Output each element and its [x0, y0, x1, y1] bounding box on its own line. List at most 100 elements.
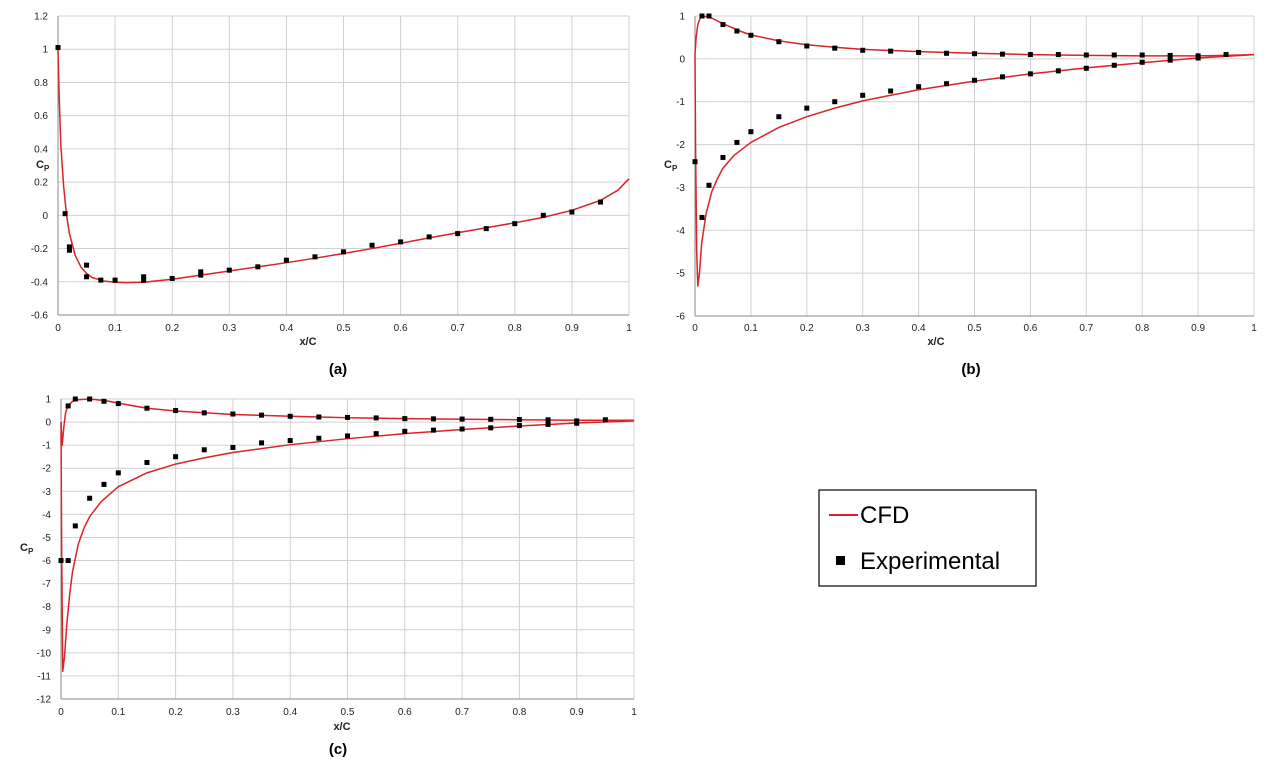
experimental-point: [1083, 52, 1089, 58]
experimental-point: [312, 254, 318, 260]
legend-box: [818, 489, 1037, 587]
experimental-point: [66, 247, 72, 253]
experimental-point: [65, 558, 71, 564]
x-tick-label: 0.6: [398, 707, 412, 718]
experimental-point: [1223, 52, 1229, 58]
experimental-point: [459, 416, 465, 422]
x-tick-label: 1: [1251, 323, 1257, 334]
x-tick-label: 0.6: [1023, 323, 1037, 334]
experimental-point: [141, 277, 147, 283]
x-tick-label: 0.1: [108, 323, 122, 334]
experimental-point: [66, 244, 72, 250]
x-tick-label: 0.9: [565, 323, 579, 334]
x-tick-label: 0: [55, 323, 61, 334]
legend-exp-label: Experimental: [860, 548, 1000, 575]
y-tick-label: 1: [45, 395, 51, 406]
experimental-point: [198, 272, 204, 278]
experimental-point: [373, 431, 379, 437]
y-tick-label: 0.4: [34, 144, 48, 155]
experimental-point: [1027, 52, 1033, 58]
experimental-point: [540, 212, 546, 218]
experimental-point: [72, 396, 78, 402]
experimental-point: [1139, 59, 1145, 65]
experimental-point: [259, 412, 265, 418]
x-tick-label: 0: [692, 323, 698, 334]
experimental-point: [283, 257, 289, 263]
experimental-point: [516, 417, 522, 423]
experimental-point: [972, 51, 977, 57]
experimental-point: [98, 277, 104, 283]
experimental-point: [430, 427, 436, 433]
x-tick-label: 1: [626, 323, 632, 334]
experimental-point: [1111, 62, 1117, 68]
x-tick-label: 0.3: [222, 323, 236, 334]
experimental-point: [255, 264, 261, 270]
y-tick-label: 1: [679, 12, 685, 23]
experimental-point: [1167, 52, 1173, 58]
chart-panel-c: 0 0.1 0.2 0.3 0.4 0.5 0.6 0.7 0.8 0.9 1-12-11-10-9…: [20, 395, 637, 759]
y-tick-label: -10: [37, 648, 52, 659]
y-tick-label: 0: [45, 418, 51, 429]
experimental-point: [402, 428, 408, 434]
x-tick-label: 0.5: [337, 323, 351, 334]
experimental-point: [455, 231, 461, 237]
y-tick-label: -6: [676, 312, 685, 323]
x-tick-label: 0.5: [968, 323, 982, 334]
experimental-point: [944, 50, 950, 56]
experimental-point: [1195, 55, 1201, 61]
cfd-series-line: [60, 420, 635, 673]
y-tick-label: 0: [42, 211, 48, 222]
experimental-point: [112, 277, 118, 283]
experimental-point: [287, 413, 293, 419]
experimental-point: [369, 242, 375, 248]
experimental-point: [169, 275, 175, 281]
experimental-point: [888, 48, 894, 54]
gridlines: [60, 398, 635, 700]
cfd-series-line: [57, 49, 630, 284]
experimental-point: [720, 22, 726, 28]
experimental-point: [692, 159, 698, 165]
experimental-point: [1111, 52, 1117, 58]
experimental-point: [398, 239, 404, 245]
x-tick-label: 0.3: [856, 323, 870, 334]
experimental-point: [201, 447, 207, 453]
x-tick-label: 0.8: [512, 707, 526, 718]
y-axis-label-subscript: P: [44, 164, 50, 173]
experimental-point: [706, 182, 712, 188]
experimental-point: [345, 414, 350, 420]
experimental-point: [1139, 52, 1145, 58]
chart-panel-b: 0 0.1 0.2 0.3 0.4 0.5 0.6 0.7 0.8 0.9 1 -6 -5 -4 -3 -2 -…: [664, 12, 1257, 379]
experimental-point: [597, 199, 603, 205]
experimental-point: [734, 28, 740, 34]
experimental-point: [999, 51, 1005, 57]
experimental-point: [860, 92, 866, 98]
experimental-point: [341, 249, 346, 255]
x-tick-label: 0.7: [1079, 323, 1093, 334]
y-tick-label: -5: [676, 269, 685, 280]
legend-cfd-label: CFD: [860, 502, 909, 529]
experimental-point: [144, 405, 150, 411]
chart-panel-a: 0 0.1 0.2 0.3 0.4 0.5 0.6 0.7 0.8 0.9 1 -0.6 -0.4 -0.…: [31, 12, 632, 379]
y-axis-label-subscript: P: [672, 164, 678, 173]
x-tick-label: 0.6: [394, 323, 408, 334]
experimental-point: [944, 81, 950, 87]
experimental-point: [602, 417, 608, 423]
experimental-point: [832, 45, 838, 51]
experimental-point: [999, 74, 1005, 80]
y-tick-label: -9: [42, 625, 51, 636]
experimental-point: [115, 470, 121, 476]
legend-exp-swatch: [836, 556, 845, 565]
y-tick-label: -12: [37, 695, 52, 706]
experimental-series: [55, 45, 603, 283]
x-tick-label: 0.1: [744, 323, 758, 334]
y-tick-label: -7: [42, 579, 51, 590]
y-tick-label: -11: [37, 671, 51, 682]
x-tick-label: 0.7: [455, 707, 469, 718]
cfd-series-line: [694, 53, 1255, 287]
experimental-point: [1027, 71, 1033, 77]
experimental-point: [748, 32, 754, 38]
y-tick-label: 0.8: [34, 78, 48, 89]
experimental-point: [316, 435, 322, 441]
experimental-point: [574, 420, 580, 426]
experimental-series: [692, 13, 1229, 220]
